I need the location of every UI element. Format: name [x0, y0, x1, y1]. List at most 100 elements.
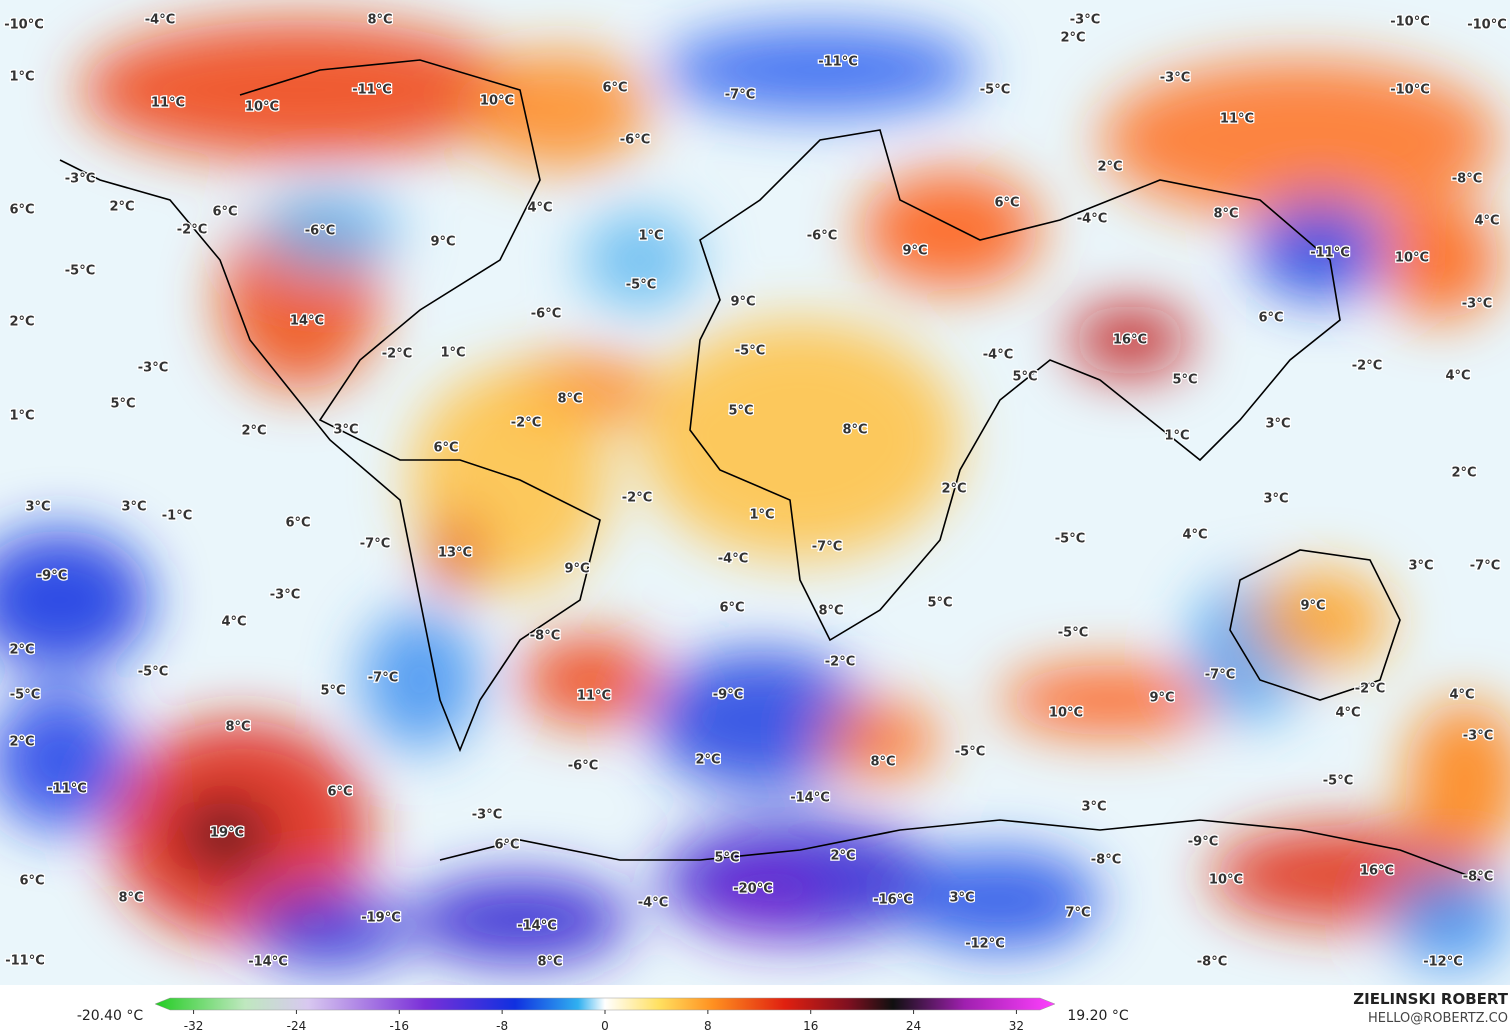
- anomaly-label: -4°C: [638, 896, 668, 911]
- temperature-blob: [860, 170, 1040, 290]
- anomaly-label: -8°C: [1197, 955, 1227, 970]
- anomaly-label: 11°C: [151, 96, 185, 111]
- temperature-blob: [1070, 305, 1190, 375]
- temperature-blob: [1250, 570, 1390, 670]
- coastlines: [59, 59, 1481, 881]
- temperature-blob: [1100, 60, 1500, 220]
- anomaly-label: 2°C: [830, 849, 855, 864]
- anomaly-label: -4°C: [1077, 212, 1107, 227]
- anomaly-label: -2°C: [1355, 682, 1385, 697]
- temperature-blob: [470, 50, 650, 170]
- temperature-blob: [520, 635, 660, 725]
- anomaly-label: -20°C: [733, 882, 773, 897]
- temperature-blob: [360, 610, 480, 750]
- anomaly-label: -14°C: [790, 791, 830, 806]
- anomaly-label: -10°C: [1467, 18, 1507, 33]
- anomaly-label: -11°C: [1310, 246, 1350, 261]
- anomaly-label: 9°C: [902, 244, 927, 259]
- temperature-blob: [1250, 200, 1390, 300]
- anomaly-label: 2°C: [9, 643, 34, 658]
- anomaly-label: 6°C: [212, 205, 237, 220]
- anomaly-label: -5°C: [955, 745, 985, 760]
- anomaly-label: 8°C: [870, 755, 895, 770]
- anomaly-label: 6°C: [433, 441, 458, 456]
- anomaly-label: 10°C: [1209, 873, 1243, 888]
- anomaly-label: -2°C: [622, 491, 652, 506]
- anomaly-label: 3°C: [949, 891, 974, 906]
- colorbar-tick-label: -8: [496, 1019, 508, 1033]
- anomaly-label: 6°C: [719, 601, 744, 616]
- anomaly-label: -19°C: [361, 911, 401, 926]
- anomaly-label: -5°C: [138, 665, 168, 680]
- anomaly-label: 7°C: [1065, 906, 1090, 921]
- temperature-blob: [410, 875, 630, 965]
- anomaly-label: -5°C: [1058, 626, 1088, 641]
- anomaly-label: 5°C: [1012, 370, 1037, 385]
- temperature-blob: [1380, 200, 1500, 320]
- anomaly-label: 8°C: [118, 891, 143, 906]
- anomaly-label: -9°C: [1188, 835, 1218, 850]
- anomaly-label: -3°C: [65, 172, 95, 187]
- anomaly-label: 16°C: [1360, 864, 1394, 879]
- anomaly-label: 11°C: [1220, 112, 1254, 127]
- anomaly-label: -9°C: [37, 569, 67, 584]
- anomaly-label: -10°C: [4, 18, 44, 33]
- anomaly-label: -8°C: [1463, 870, 1493, 885]
- temperature-blob: [700, 865, 820, 935]
- min-label: -20.40 °C: [77, 1008, 144, 1024]
- anomaly-label: -5°C: [735, 344, 765, 359]
- anomaly-label: 9°C: [1149, 691, 1174, 706]
- temperature-blob: [820, 700, 940, 780]
- anomaly-label: -2°C: [511, 416, 541, 431]
- anomaly-label: -3°C: [270, 588, 300, 603]
- anomaly-label: -5°C: [1323, 774, 1353, 789]
- anomaly-label: -4°C: [983, 348, 1013, 363]
- anomaly-label: -3°C: [1070, 13, 1100, 28]
- anomaly-label: -7°C: [725, 88, 755, 103]
- anomaly-label: 10°C: [480, 94, 514, 109]
- anomaly-label: -7°C: [1205, 668, 1235, 683]
- anomaly-label: -7°C: [360, 537, 390, 552]
- anomaly-label: 5°C: [728, 404, 753, 419]
- anomaly-label: 4°C: [1182, 528, 1207, 543]
- anomaly-label: 2°C: [109, 200, 134, 215]
- author: ZIELINSKI ROBERT: [1353, 990, 1508, 1008]
- anomaly-label: 8°C: [818, 604, 843, 619]
- anomaly-label: 6°C: [994, 196, 1019, 211]
- anomaly-label: 3°C: [1408, 559, 1433, 574]
- anomaly-labels: -10°C -4°C 8°C -3°C 2°C -10°C -10°C 1°C 11°C 10°C…: [3, 11, 1508, 971]
- anomaly-label: -4°C: [145, 13, 175, 28]
- anomaly-label: 6°C: [9, 203, 34, 218]
- temperature-blob: [1390, 870, 1510, 970]
- anomaly-label: -11°C: [47, 782, 87, 797]
- anomaly-label: 16°C: [1113, 333, 1147, 348]
- anomaly-label: -3°C: [138, 361, 168, 376]
- anomaly-label: -5°C: [626, 278, 656, 293]
- colorbar-tick-label: -32: [184, 1019, 204, 1033]
- anomaly-label: 11°C: [577, 689, 611, 704]
- anomaly-label: 6°C: [1258, 311, 1283, 326]
- anomaly-label: -6°C: [531, 307, 561, 322]
- anomaly-label: 10°C: [1049, 706, 1083, 721]
- anomaly-label: 3°C: [1263, 492, 1288, 507]
- anomaly-label: -3°C: [1462, 297, 1492, 312]
- anomaly-label: 4°C: [221, 615, 246, 630]
- anomaly-label: 3°C: [121, 500, 146, 515]
- anomaly-label: -16°C: [873, 893, 913, 908]
- anomaly-label: 6°C: [327, 785, 352, 800]
- anomaly-label: 9°C: [1300, 599, 1325, 614]
- anomaly-label: -3°C: [1463, 729, 1493, 744]
- anomaly-label: 9°C: [564, 562, 589, 577]
- anomaly-label: 2°C: [241, 424, 266, 439]
- anomaly-label: 2°C: [695, 753, 720, 768]
- anomaly-label: 1°C: [749, 508, 774, 523]
- max-label: 19.20 °C: [1067, 1008, 1129, 1024]
- colorbar-ticks: -32 -24 -16 -8 0 8 16 24 32: [184, 1010, 1024, 1033]
- temperature-blob: [1000, 665, 1220, 735]
- anomaly-label: -2°C: [382, 347, 412, 362]
- anomaly-label: 1°C: [1164, 429, 1189, 444]
- anomaly-label: -3°C: [1160, 71, 1190, 86]
- anomaly-label: 5°C: [714, 851, 739, 866]
- anomaly-label: 8°C: [225, 720, 250, 735]
- anomaly-label: -2°C: [177, 223, 207, 238]
